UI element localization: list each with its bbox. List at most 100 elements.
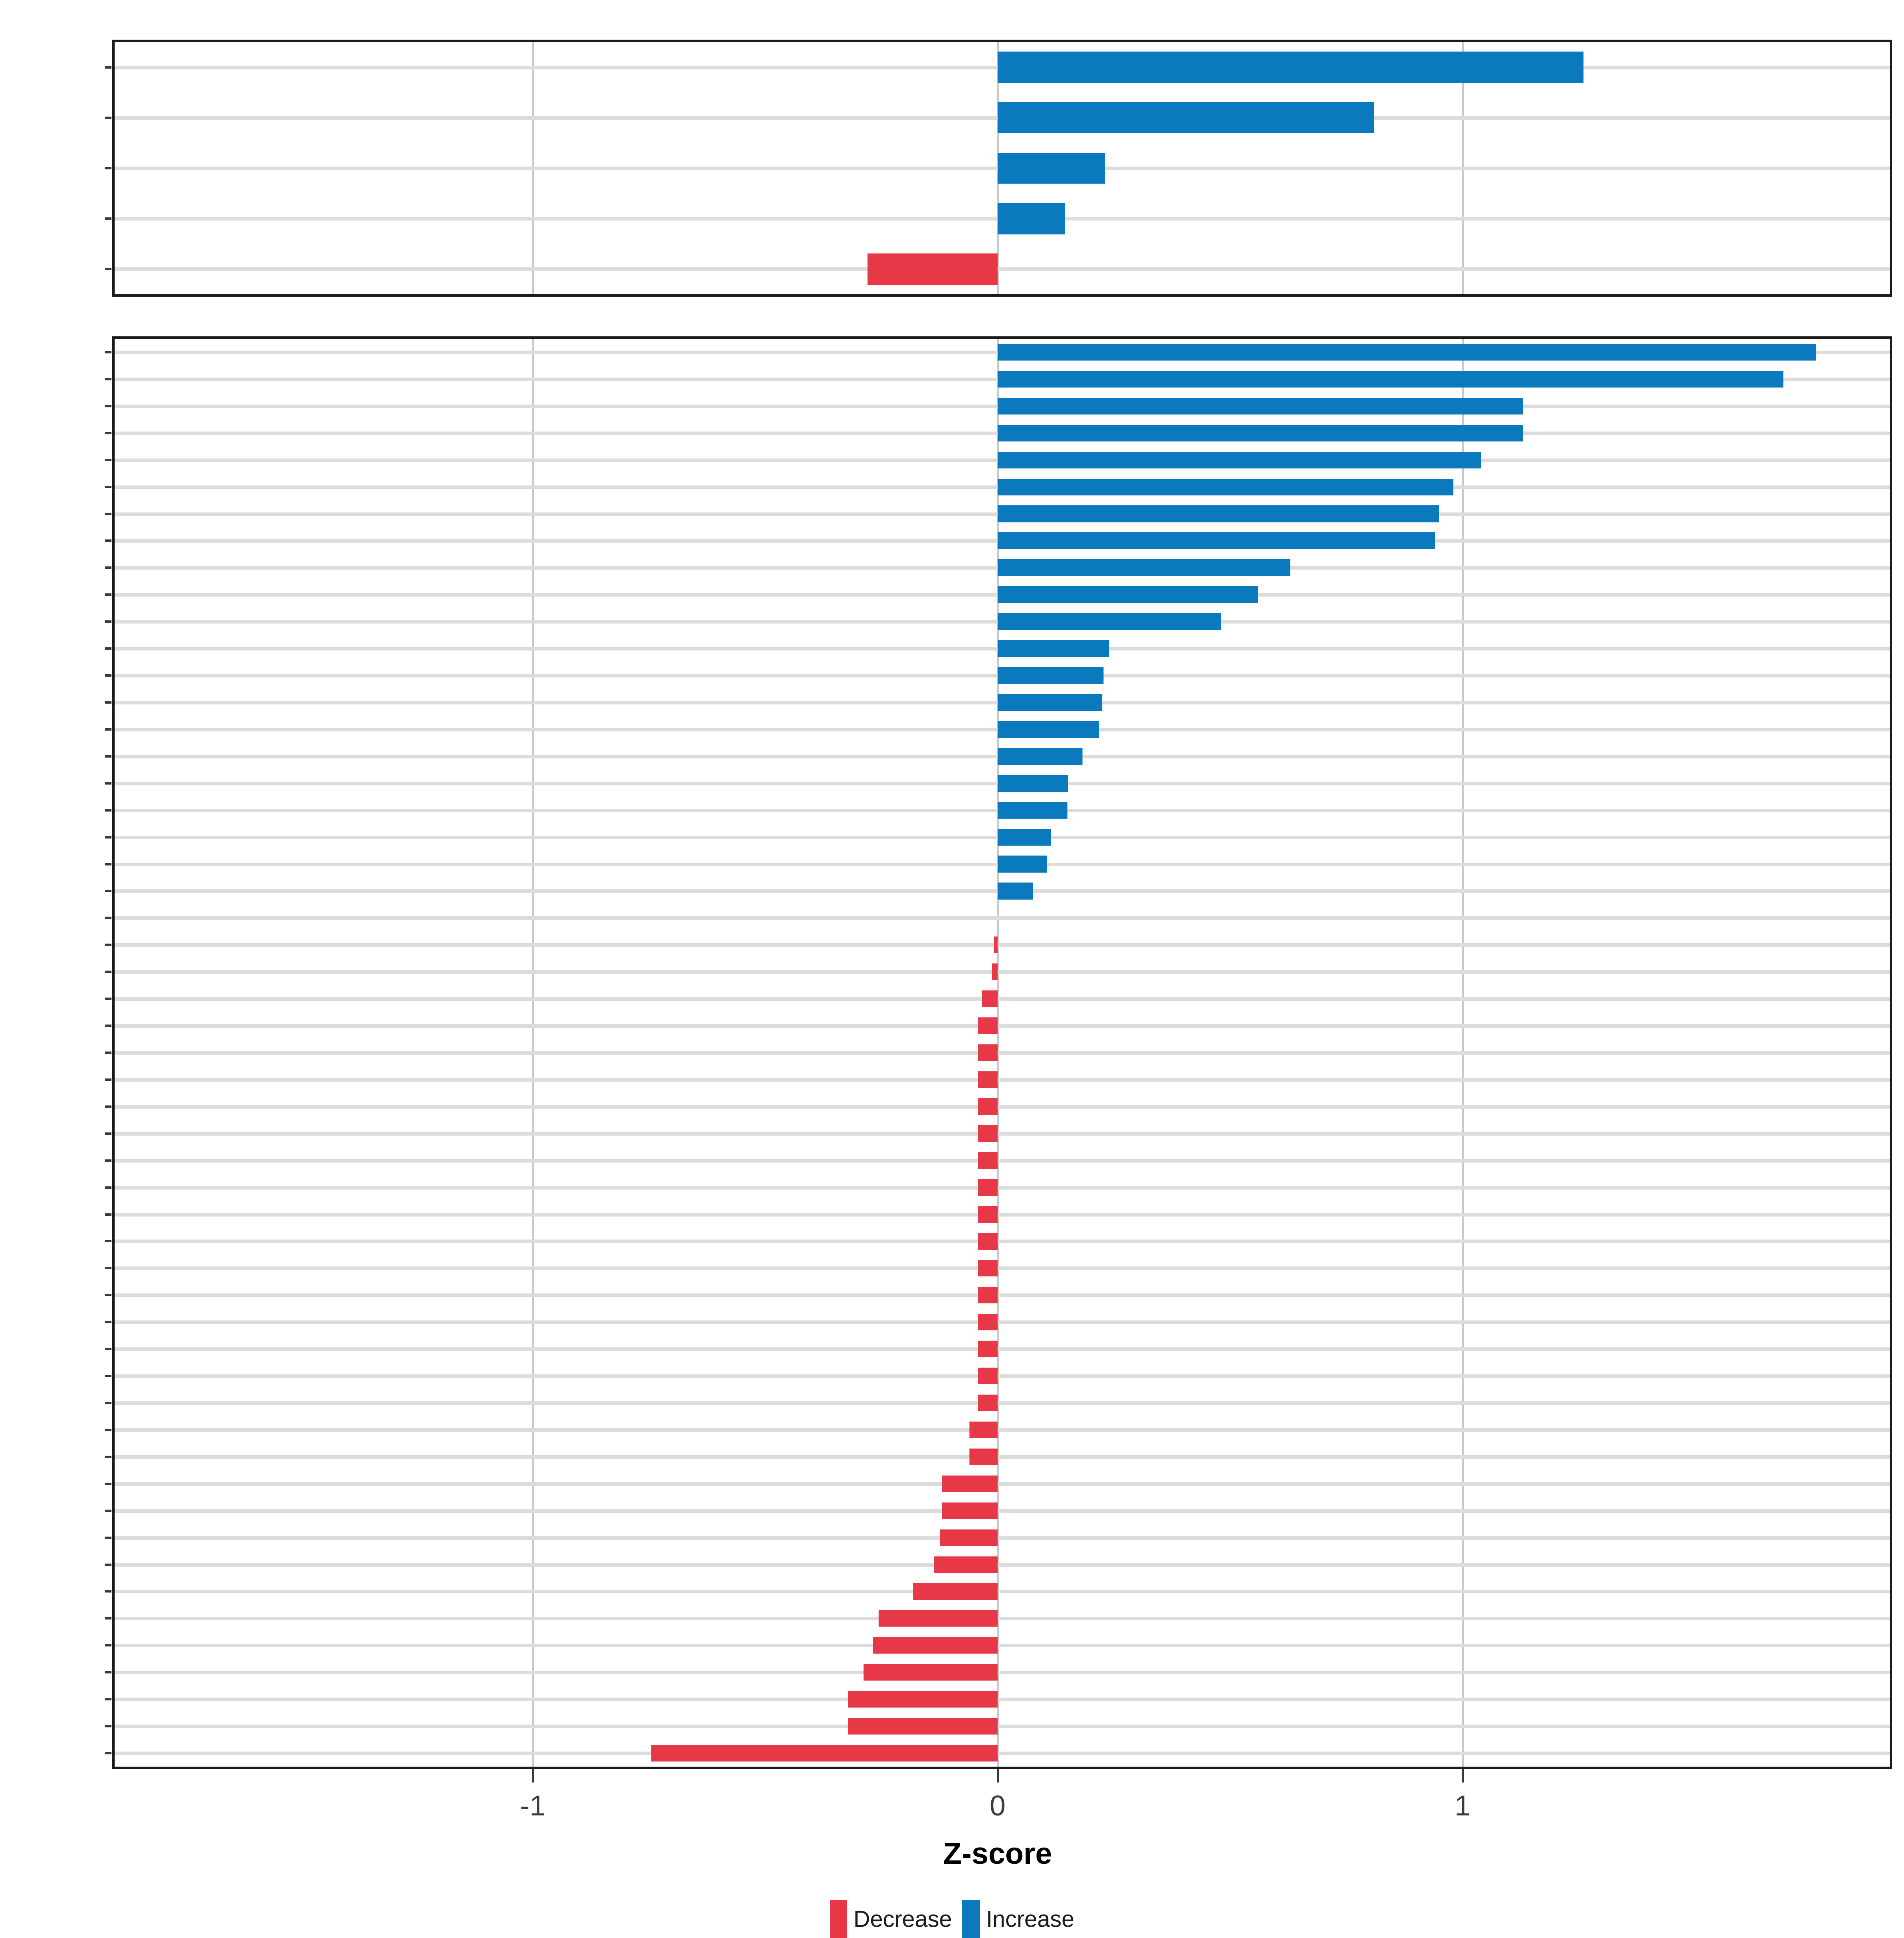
gridline-horizontal <box>115 1752 1890 1756</box>
bar-GH66 <box>978 1044 998 1061</box>
bar-GH9 <box>848 1691 998 1708</box>
gridline-horizontal <box>115 1078 1890 1082</box>
legend-label-increase: Increase <box>986 1906 1075 1932</box>
y-tick <box>105 1402 111 1405</box>
y-tick <box>105 998 111 1000</box>
bar-GT35 <box>998 397 1523 414</box>
gridline-horizontal <box>115 997 1890 1001</box>
y-tick <box>105 1725 111 1728</box>
gridline-horizontal <box>115 943 1890 947</box>
gridline-horizontal <box>115 1186 1890 1190</box>
legend: Decrease Increase <box>0 1900 1904 1938</box>
bar-GT2 <box>998 559 1291 576</box>
bar-GH105 <box>977 1394 998 1412</box>
y-tick <box>105 405 111 407</box>
gridline-horizontal <box>115 1401 1890 1405</box>
bar-CE1 <box>998 802 1067 819</box>
x-tick <box>1462 1769 1464 1783</box>
y-tick <box>105 1105 111 1108</box>
y-tick <box>105 1590 111 1593</box>
gridline-horizontal <box>115 1644 1890 1648</box>
bar-GH51 <box>998 721 1099 738</box>
gridline-horizontal <box>115 1698 1890 1702</box>
bar-GH29 <box>913 1583 998 1600</box>
y-tick <box>105 1348 111 1351</box>
y-tick <box>105 944 111 946</box>
bottom-plot-area <box>112 336 1892 1769</box>
bar-GH38 <box>998 478 1453 495</box>
bar-GH26 <box>864 1664 998 1681</box>
gridline-horizontal <box>115 1455 1890 1459</box>
bar-GH30 <box>942 1502 998 1519</box>
bar-GT5 <box>998 640 1109 657</box>
gridline-horizontal <box>115 1590 1890 1594</box>
gridline-horizontal <box>115 1240 1890 1243</box>
gridline-horizontal <box>115 1563 1890 1567</box>
gridline-horizontal <box>115 1266 1890 1270</box>
bar-CE <box>998 203 1065 234</box>
y-tick <box>105 782 111 785</box>
x-axis-title: Z-score <box>943 1837 1052 1871</box>
bar-GH63 <box>978 1071 998 1088</box>
bar-GT6 <box>969 1421 998 1438</box>
y-tick <box>105 1671 111 1674</box>
gridline-horizontal <box>115 1374 1890 1378</box>
bar-GH65 <box>998 424 1523 441</box>
bar-GH77 <box>982 990 998 1007</box>
y-tick <box>105 1563 111 1566</box>
y-tick <box>105 674 111 677</box>
gridline-horizontal <box>115 1482 1890 1486</box>
bar-GH97 <box>977 1314 998 1331</box>
y-tick <box>105 647 111 650</box>
y-tick <box>105 1159 111 1162</box>
gridline-horizontal <box>115 916 1890 920</box>
y-tick <box>105 351 111 353</box>
bar-GT3 <box>998 532 1435 549</box>
gridline-horizontal <box>115 267 1890 271</box>
y-tick <box>105 1025 111 1027</box>
y-tick <box>105 1132 111 1135</box>
bar-GH101 <box>969 1448 998 1465</box>
bar-GH68 <box>977 1368 998 1385</box>
y-tick <box>105 890 111 892</box>
bar-GH43 <box>978 1098 998 1115</box>
gridline-horizontal <box>115 1105 1890 1109</box>
y-tick <box>105 539 111 542</box>
y-tick <box>105 378 111 380</box>
y-tick <box>105 593 111 596</box>
x-tick-label: 0 <box>989 1790 1006 1822</box>
y-tick <box>105 432 111 434</box>
y-tick <box>105 167 111 169</box>
bar-GH37 <box>978 1152 998 1169</box>
legend-item-decrease[interactable]: Decrease <box>829 1900 952 1938</box>
bar-GT1 <box>978 1017 998 1034</box>
legend-swatch-decrease <box>829 1900 847 1938</box>
gridline-horizontal <box>115 1293 1890 1297</box>
y-tick <box>105 1509 111 1512</box>
y-tick <box>105 836 111 839</box>
y-tick <box>105 1078 111 1081</box>
y-tick <box>105 1617 111 1620</box>
y-tick <box>105 1698 111 1701</box>
y-tick <box>105 809 111 812</box>
gridline-horizontal <box>115 1509 1890 1513</box>
y-tick <box>105 566 111 569</box>
bar-PL8 <box>873 1637 998 1654</box>
gridline-horizontal <box>115 970 1890 974</box>
bar-GH15 <box>998 613 1221 630</box>
y-tick <box>105 268 111 271</box>
gridline-horizontal <box>115 1428 1890 1432</box>
y-tick <box>105 620 111 623</box>
bar-GH95 <box>992 963 998 981</box>
y-tick <box>105 1294 111 1297</box>
y-tick <box>105 701 111 704</box>
bar-CBM48 <box>998 694 1102 711</box>
bar-PL12 <box>977 1260 998 1277</box>
legend-swatch-increase <box>962 1900 980 1938</box>
gridline-horizontal <box>115 1725 1890 1729</box>
bar-GH31 <box>651 1744 998 1762</box>
bar-GT28 <box>998 829 1051 846</box>
bar-GT9 <box>998 856 1048 873</box>
y-tick <box>105 1321 111 1324</box>
legend-item-increase[interactable]: Increase <box>962 1900 1074 1938</box>
